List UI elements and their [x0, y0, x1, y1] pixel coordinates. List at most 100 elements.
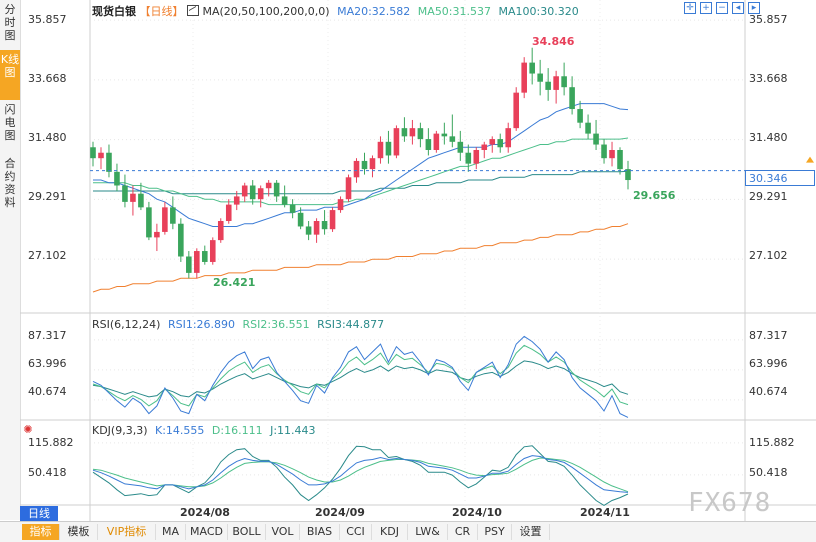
price-tick-left: 27.102 — [28, 249, 67, 262]
sidebar-tab-kline[interactable]: K线图 — [0, 50, 20, 100]
tab-vip-indicators[interactable]: VIP指标 — [98, 524, 156, 540]
candle-body — [329, 210, 336, 230]
sidebar-tab-timeshare[interactable]: 分时图 — [4, 3, 16, 42]
high-price-annotation: 34.846 — [532, 35, 575, 48]
candle-body — [481, 144, 488, 150]
indicator-tab-bar: 指标 模板 VIP指标 MA MACD BOLL VOL BIAS CCI KD… — [0, 521, 816, 542]
candle-body — [393, 128, 400, 156]
candle-body — [90, 147, 96, 159]
rsi3-value: RSI3:44.877 — [317, 318, 385, 331]
candle-body — [345, 177, 352, 200]
right-icon[interactable]: ▸ — [748, 2, 760, 14]
candle-body — [122, 185, 128, 202]
candle-body — [361, 160, 368, 170]
settings-gear-icon[interactable]: ✺ — [23, 423, 33, 436]
symbol-name: 现货白银 — [92, 5, 136, 18]
candle-body — [138, 193, 144, 208]
price-tick-right: 33.668 — [749, 72, 788, 85]
ma-parameters[interactable]: MA(20,50,100,200,0,0) — [202, 5, 330, 18]
rsi-tick-left: 63.996 — [28, 357, 67, 370]
candle-body — [241, 185, 248, 197]
kdj-label[interactable]: KDJ(9,3,3) — [92, 424, 148, 437]
candle-body — [313, 221, 320, 235]
candle-body — [601, 144, 607, 159]
candle-body — [209, 240, 216, 262]
candle-body — [194, 251, 200, 273]
sidebar-tab-contract-info[interactable]: 合约资料 — [4, 157, 16, 209]
candle-body — [106, 152, 112, 172]
candle-body — [201, 251, 208, 262]
candle-body — [529, 62, 535, 74]
kdj-tick-left: 115.882 — [28, 436, 74, 449]
price-tick-right: 35.857 — [749, 13, 788, 26]
zoom-in-icon[interactable]: + — [700, 2, 712, 14]
candle-body — [146, 207, 152, 238]
rsi1-value: RSI1:26.890 — [167, 318, 236, 331]
kdj-tick-right: 115.882 — [749, 436, 795, 449]
rsi-header: RSI(6,12,24) RSI1:26.890 RSI2:36.551 RSI… — [92, 318, 384, 331]
candle-body — [162, 207, 168, 232]
period-tag[interactable]: 日线 — [20, 506, 58, 521]
candle-body — [265, 182, 272, 189]
low-price-annotation: 26.421 — [213, 276, 256, 289]
tab-indicators[interactable]: 指标 — [22, 524, 60, 540]
candle-body — [513, 92, 520, 129]
candle-body — [377, 141, 384, 159]
ma100-value: MA100:30.320 — [498, 5, 579, 18]
candle-body — [297, 212, 304, 227]
candle-body — [170, 207, 176, 224]
candle-body — [401, 128, 408, 137]
candle-body — [497, 139, 504, 148]
candle-body — [505, 128, 512, 148]
candle-body — [409, 128, 416, 137]
tab-settings[interactable]: 设置 — [512, 524, 550, 540]
sidebar-tab-lightning[interactable]: 闪电图 — [4, 103, 16, 142]
main-chart-header: 现货白银 【日线】 MA(20,50,100,200,0,0) MA20:32.… — [92, 3, 579, 19]
candle-body — [305, 226, 312, 235]
candle-body — [441, 133, 448, 137]
tab-macd[interactable]: MACD — [186, 524, 228, 540]
candle-body — [577, 109, 583, 123]
tab-vol[interactable]: VOL — [266, 524, 300, 540]
zoom-out-icon[interactable]: − — [716, 2, 728, 14]
candle-body — [130, 193, 136, 202]
candle-body — [593, 133, 599, 145]
tab-cr[interactable]: CR — [448, 524, 478, 540]
tab-cci[interactable]: CCI — [340, 524, 372, 540]
ma100-line — [93, 170, 629, 195]
candle-body — [569, 87, 575, 110]
tab-kdj[interactable]: KDJ — [372, 524, 408, 540]
candle-body — [353, 160, 360, 178]
ma-settings-icon[interactable] — [187, 5, 199, 16]
price-tick-left: 31.480 — [28, 131, 67, 144]
crosshair-icon[interactable]: ✛ — [684, 2, 696, 14]
ma20-line — [93, 103, 629, 227]
candle-body — [249, 185, 256, 200]
rsi-label[interactable]: RSI(6,12,24) — [92, 318, 161, 331]
price-tick-left: 33.668 — [28, 72, 67, 85]
candle-body — [385, 141, 392, 156]
candle-body — [337, 199, 344, 211]
candle-body — [257, 188, 264, 200]
rsi-tick-left: 87.317 — [28, 329, 67, 342]
left-icon[interactable]: ◂ — [732, 2, 744, 14]
price-tick-right: 31.480 — [749, 131, 788, 144]
tab-psy[interactable]: PSY — [478, 524, 512, 540]
tab-boll[interactable]: BOLL — [228, 524, 266, 540]
rsi-tick-right: 87.317 — [749, 329, 788, 342]
candle-body — [217, 221, 224, 241]
candle-body — [114, 171, 120, 186]
period-label[interactable]: 【日线】 — [139, 5, 184, 18]
candle-body — [273, 182, 280, 197]
kdj-k-line — [92, 455, 629, 493]
candle-body — [98, 152, 104, 159]
tab-lw[interactable]: LW& — [408, 524, 448, 540]
candle-body — [154, 231, 160, 238]
price-tick-left: 29.291 — [28, 190, 67, 203]
tab-ma[interactable]: MA — [156, 524, 186, 540]
tab-bias[interactable]: BIAS — [300, 524, 340, 540]
tab-templates[interactable]: 模板 — [60, 524, 98, 540]
price-tick-left: 35.857 — [28, 13, 67, 26]
candle-body — [369, 158, 376, 170]
